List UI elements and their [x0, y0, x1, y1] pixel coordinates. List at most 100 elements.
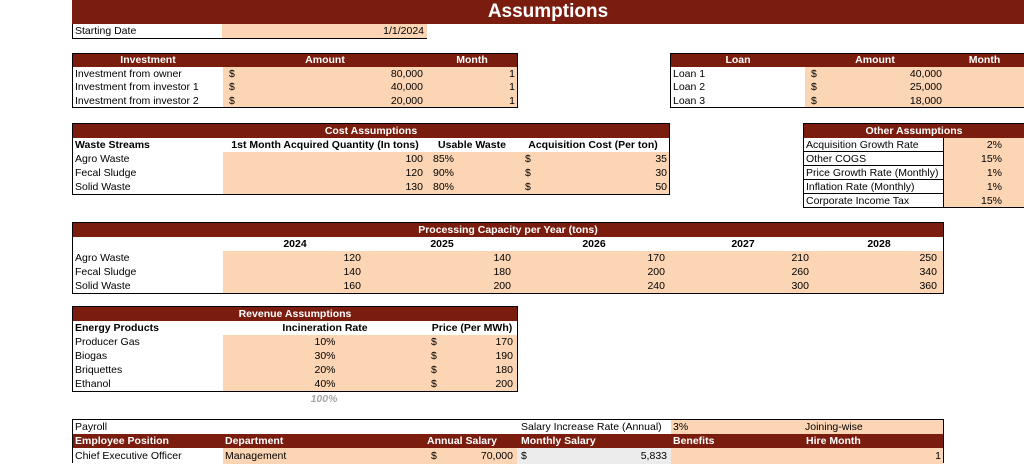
other-col-divider: [943, 138, 944, 207]
investment-row-month[interactable]: 1: [509, 94, 515, 107]
other-row-divider: [804, 165, 944, 166]
cost-title: Cost Assumptions: [324, 125, 418, 137]
payroll-calc-cell: [517, 448, 671, 464]
payroll-row-monthly: 5,833: [640, 450, 667, 462]
cost-row-currency: $: [525, 153, 531, 165]
starting-date-value: 1/1/2024: [383, 25, 424, 37]
capacity-value[interactable]: 140: [493, 252, 511, 264]
investment-header-amount: Amount: [305, 54, 345, 66]
capacity-value[interactable]: 300: [791, 280, 809, 292]
investment-row-month[interactable]: 1: [509, 81, 515, 94]
revenue-row-name: Biogas: [75, 350, 108, 362]
salary-increase-value: 3%: [673, 421, 689, 433]
revenue-row-name: Briquettes: [75, 364, 123, 376]
cost-row-qty[interactable]: 130: [405, 181, 423, 193]
capacity-value[interactable]: 250: [919, 252, 937, 264]
payroll-input-b: [671, 448, 943, 464]
loan-row-amount[interactable]: 25,000: [909, 81, 942, 94]
capacity-value[interactable]: 180: [493, 266, 511, 278]
cost-row-qty[interactable]: 100: [405, 153, 423, 165]
payroll-row-currency2: $: [521, 450, 527, 462]
capacity-table: Processing Capacity per Year (tons) 2024…: [72, 222, 944, 294]
salary-increase-cell[interactable]: 3% Joining-wise: [671, 420, 943, 434]
capacity-value[interactable]: 140: [343, 266, 361, 278]
payroll-header-benefits: Benefits: [673, 435, 715, 447]
other-row-divider: [804, 151, 944, 152]
payroll-row-position: Chief Executive Officer: [75, 450, 182, 462]
revenue-row-price[interactable]: 180: [495, 364, 513, 376]
loan-row-amount[interactable]: 40,000: [909, 68, 942, 80]
cost-row-cost[interactable]: 50: [655, 181, 667, 193]
loan-header: Loan Amount Month: [671, 54, 1024, 67]
cost-row-cost[interactable]: 30: [655, 167, 667, 179]
capacity-value[interactable]: 360: [919, 280, 937, 292]
payroll-row-department[interactable]: Management: [225, 450, 287, 462]
revenue-row-currency: $: [431, 378, 437, 390]
loan-row-currency: $: [811, 81, 817, 94]
revenue-row-price[interactable]: 190: [495, 350, 513, 362]
revenue-row-price[interactable]: 200: [495, 378, 513, 390]
revenue-title-bar: Revenue Assumptions: [73, 307, 517, 321]
investment-row-amount[interactable]: 20,000: [390, 94, 423, 107]
cost-header-cost: Acquisition Cost (Per ton): [528, 139, 658, 151]
payroll-row-currency: $: [431, 450, 437, 462]
cost-table: Cost Assumptions Waste Streams 1st Month…: [72, 123, 670, 195]
payroll-header-monthly: Monthly Salary: [521, 435, 596, 447]
loan-row-name: Loan 1: [673, 68, 706, 80]
other-row-value[interactable]: 1%: [986, 181, 1002, 193]
capacity-value[interactable]: 240: [647, 280, 665, 292]
other-row-value[interactable]: 1%: [986, 167, 1002, 179]
investment-header: Investment Amount Month: [73, 54, 517, 67]
loan-row-amount[interactable]: 18,000: [909, 94, 942, 107]
investment-header-name: Investment: [120, 54, 176, 66]
other-row-value[interactable]: 15%: [980, 195, 1002, 207]
capacity-value[interactable]: 210: [791, 252, 809, 264]
cost-row-usable[interactable]: 80%: [433, 181, 455, 193]
capacity-value[interactable]: 200: [647, 266, 665, 278]
revenue-title: Revenue Assumptions: [238, 308, 352, 320]
cost-input-area: [223, 152, 669, 194]
investment-row-name: Investment from owner: [75, 68, 182, 80]
other-row-value[interactable]: 15%: [980, 153, 1002, 165]
loan-header-name: Loan: [725, 54, 751, 66]
sheet-title-bar: Assumptions: [72, 0, 1024, 24]
investment-row-amount[interactable]: 40,000: [390, 81, 423, 94]
cost-row-qty[interactable]: 120: [405, 167, 423, 179]
investment-header-month: Month: [456, 54, 488, 66]
cost-row-usable[interactable]: 90%: [433, 167, 455, 179]
cost-row-currency: $: [525, 167, 531, 179]
investment-row-currency: $: [229, 94, 235, 107]
loan-row-currency: $: [811, 68, 817, 80]
payroll-row-hire[interactable]: 1: [935, 450, 941, 462]
investment-row-month[interactable]: 1: [509, 68, 515, 80]
salary-increase-label: Salary Increase Rate (Annual): [521, 421, 662, 433]
capacity-title: Processing Capacity per Year (tons): [418, 224, 598, 236]
capacity-year-header: 2027: [731, 238, 755, 250]
capacity-value[interactable]: 120: [343, 252, 361, 264]
payroll-row-annual[interactable]: 70,000: [480, 450, 513, 462]
loan-header-month: Month: [968, 54, 1001, 66]
other-row-value[interactable]: 2%: [986, 139, 1002, 151]
other-row-name: Corporate Income Tax: [806, 195, 910, 207]
capacity-value[interactable]: 170: [647, 252, 665, 264]
cost-row-currency: $: [525, 181, 531, 193]
revenue-total: 100%: [310, 393, 338, 405]
revenue-row-rate[interactable]: 30%: [314, 350, 336, 362]
cost-row-cost[interactable]: 35: [655, 153, 667, 165]
other-title: Other Assumptions: [865, 125, 963, 137]
capacity-value[interactable]: 160: [343, 280, 361, 292]
cost-row-usable[interactable]: 85%: [433, 153, 455, 165]
revenue-row-rate[interactable]: 40%: [314, 378, 336, 390]
capacity-value[interactable]: 200: [493, 280, 511, 292]
revenue-row-price[interactable]: 170: [495, 336, 513, 348]
capacity-value[interactable]: 260: [791, 266, 809, 278]
capacity-value[interactable]: 340: [919, 266, 937, 278]
investment-row-amount[interactable]: 80,000: [390, 68, 423, 80]
starting-date-cell[interactable]: 1/1/2024: [222, 24, 427, 38]
revenue-row-name: Producer Gas: [75, 336, 140, 348]
revenue-row-rate[interactable]: 20%: [314, 364, 336, 376]
capacity-year-header: 2025: [430, 238, 454, 250]
revenue-input-area: [223, 335, 517, 391]
revenue-row-rate[interactable]: 10%: [314, 336, 336, 348]
starting-date-label: Starting Date: [75, 25, 137, 37]
